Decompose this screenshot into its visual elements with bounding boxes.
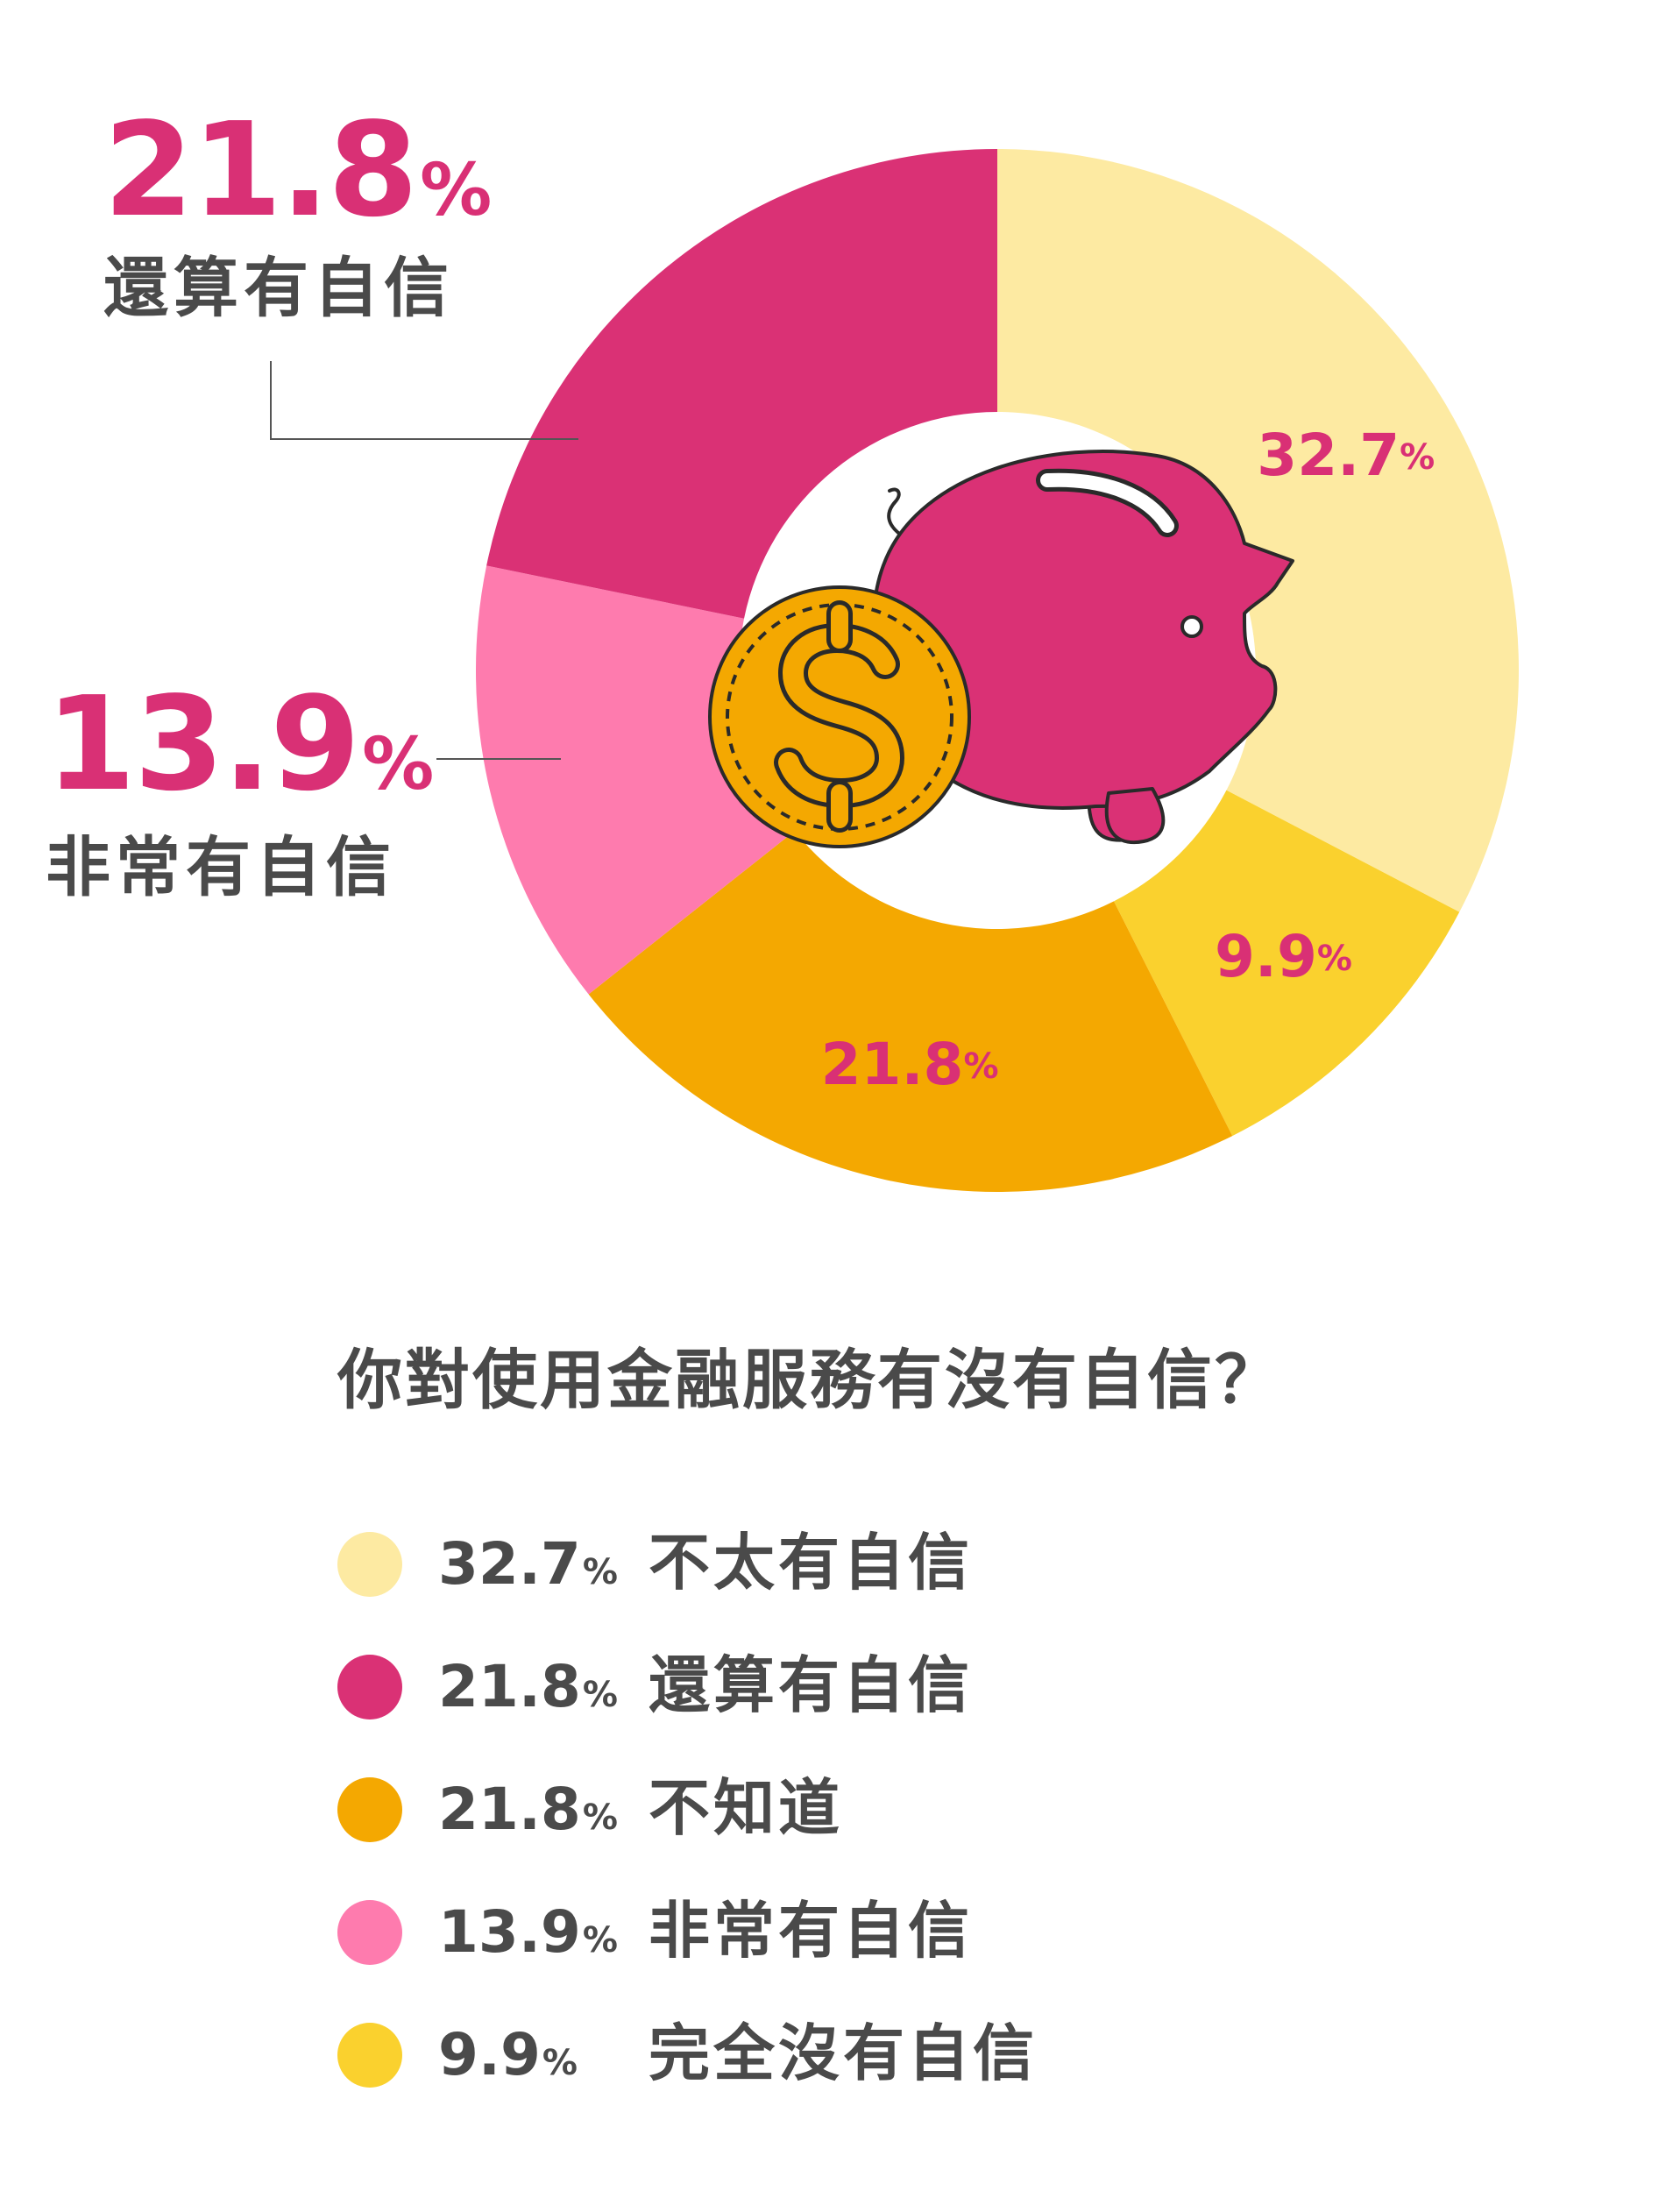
dollar-coin-icon [708,585,971,848]
legend-label: 還算有自信 [649,1649,973,1721]
donut-slice-labels: 32.7% 9.9% 21.8% [821,422,1435,1098]
piggy-bank-icon [871,450,1294,845]
callout-somewhat-confident: 21.8% 還算有自信 [103,105,492,321]
callout-value: 21.8% [103,95,493,245]
donut-slice [997,149,1519,912]
legend-value: 21.8% [438,1653,618,1720]
slice-value-label: 21.8% [821,1031,999,1098]
legend-label: 不知道 [649,1772,843,1844]
callout-value: 13.9% [46,669,435,819]
donut-slice [1113,790,1460,1137]
slice-value-label: 9.9% [1215,923,1352,990]
callout-label: 還算有自信 [103,251,454,326]
legend-label: 完全沒有自信 [649,2017,1038,2089]
callout-leader-line [436,758,561,760]
legend-value: 21.8% [438,1776,618,1843]
legend-swatch [337,2023,402,2088]
legend-swatch [337,1900,402,1965]
callout-label: 非常有自信 [46,830,396,905]
legend-swatch [337,1777,402,1842]
legend-value: 9.9% [438,2021,578,2088]
slice-value-label: 32.7% [1257,422,1435,489]
donut-slice [588,831,1233,1192]
legend-swatch [337,1532,402,1597]
legend-value: 13.9% [438,1898,618,1966]
donut-slice [486,149,997,619]
legend-value: 32.7% [438,1530,618,1598]
donut-slice [476,565,795,995]
legend-swatch [337,1655,402,1719]
callout-very-confident: 13.9% 非常有自信 [46,679,434,900]
chart-title: 你對使用金融服務有沒有自信？ [337,1343,1282,1418]
callout-leader-line [270,438,578,440]
donut-slices [476,149,1519,1192]
legend-label: 不太有自信 [649,1527,973,1599]
legend-label: 非常有自信 [649,1895,973,1967]
callout-leader-line [270,361,272,440]
